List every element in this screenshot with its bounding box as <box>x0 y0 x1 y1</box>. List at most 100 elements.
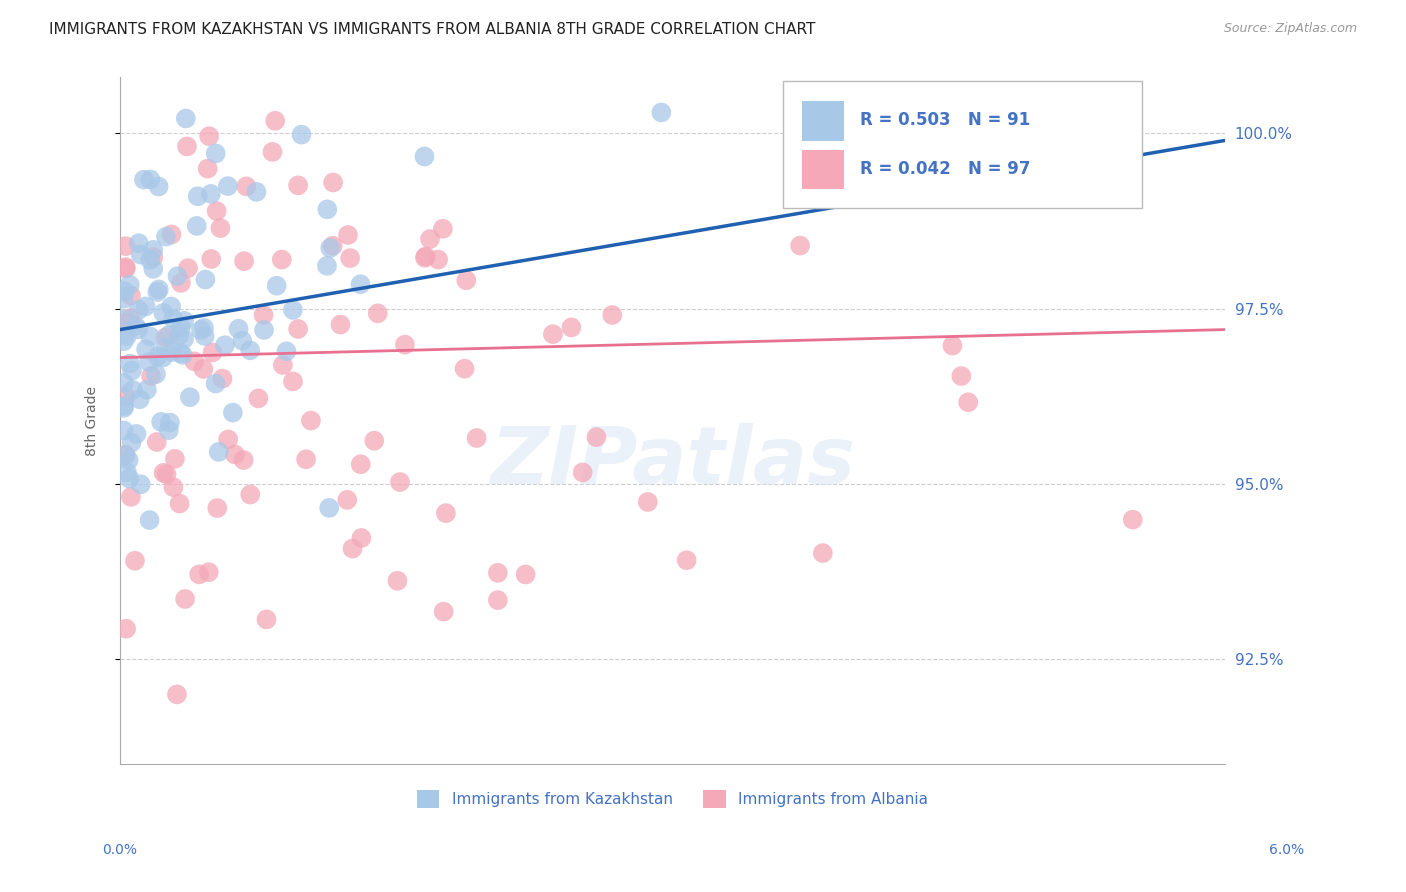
Point <box>115 466 138 480</box>
Point <box>811 546 834 560</box>
Point <box>155 330 177 344</box>
Point <box>322 238 344 252</box>
Point <box>166 269 188 284</box>
Point <box>290 128 312 142</box>
Point <box>129 247 152 261</box>
Point <box>128 236 150 251</box>
Point <box>114 448 136 462</box>
Point <box>281 302 304 317</box>
Point <box>204 146 226 161</box>
Point <box>413 149 436 163</box>
Point <box>152 466 174 480</box>
Point <box>118 453 141 467</box>
Point <box>600 308 623 322</box>
Point <box>350 531 373 545</box>
Point <box>114 285 136 299</box>
Point <box>139 369 162 384</box>
Point <box>389 475 412 489</box>
Point <box>316 259 339 273</box>
Point <box>252 308 274 322</box>
Point <box>200 186 222 201</box>
Point <box>120 288 142 302</box>
Point <box>179 390 201 404</box>
Point <box>173 314 195 328</box>
Point <box>186 219 208 233</box>
Y-axis label: 8th Grade: 8th Grade <box>86 385 100 456</box>
Point <box>135 343 157 357</box>
Point <box>172 348 194 362</box>
Point <box>270 252 292 267</box>
Point <box>152 306 174 320</box>
Point <box>162 312 184 326</box>
Point <box>146 285 169 299</box>
Point <box>515 567 537 582</box>
Point <box>465 431 488 445</box>
Point <box>124 554 146 568</box>
Point <box>222 406 245 420</box>
Point <box>190 323 212 337</box>
Point <box>114 261 136 276</box>
Point <box>194 329 217 343</box>
Point <box>337 227 360 242</box>
Point <box>262 145 284 159</box>
Point <box>193 321 215 335</box>
Point <box>121 364 143 378</box>
Legend: Immigrants from Kazakhstan, Immigrants from Albania: Immigrants from Kazakhstan, Immigrants f… <box>411 784 935 814</box>
Point <box>128 392 150 407</box>
Point <box>207 501 229 516</box>
Point <box>318 500 340 515</box>
Point <box>350 457 373 471</box>
Point <box>585 430 607 444</box>
Point <box>228 322 250 336</box>
Point <box>169 346 191 360</box>
Point <box>174 591 197 606</box>
Point <box>146 350 169 364</box>
Text: R = 0.042   N = 97: R = 0.042 N = 97 <box>860 160 1031 178</box>
Point <box>193 362 215 376</box>
Point <box>197 161 219 176</box>
Point <box>560 320 582 334</box>
Point <box>349 277 371 292</box>
Point <box>127 322 149 336</box>
Point <box>1122 513 1144 527</box>
Point <box>148 282 170 296</box>
Point <box>434 506 457 520</box>
Point <box>217 179 239 194</box>
Point <box>233 254 256 268</box>
Point <box>174 112 197 126</box>
Point <box>170 276 193 290</box>
Point <box>957 395 980 409</box>
Point <box>276 344 298 359</box>
Point <box>486 593 509 607</box>
Point <box>287 178 309 193</box>
Point <box>112 399 135 413</box>
Point <box>170 320 193 334</box>
Point <box>541 327 564 342</box>
Point <box>363 434 385 448</box>
Point <box>112 334 135 348</box>
Point <box>201 345 224 359</box>
Text: IMMIGRANTS FROM KAZAKHSTAN VS IMMIGRANTS FROM ALBANIA 8TH GRADE CORRELATION CHAR: IMMIGRANTS FROM KAZAKHSTAN VS IMMIGRANTS… <box>49 22 815 37</box>
FancyBboxPatch shape <box>783 81 1142 208</box>
Point <box>950 369 973 384</box>
Point <box>142 243 165 257</box>
Point <box>183 354 205 368</box>
Point <box>419 232 441 246</box>
Point <box>114 239 136 253</box>
Point <box>160 345 183 359</box>
Point <box>571 466 593 480</box>
Point <box>209 221 232 235</box>
Point <box>150 415 173 429</box>
Point <box>118 357 141 371</box>
Point <box>112 376 135 390</box>
Point <box>115 329 138 343</box>
Point <box>287 322 309 336</box>
Point <box>427 252 450 267</box>
Point <box>160 300 183 314</box>
Point <box>198 129 221 144</box>
Point <box>453 361 475 376</box>
Point <box>120 311 142 326</box>
Point <box>155 340 177 354</box>
Point <box>456 273 478 287</box>
Point <box>271 358 294 372</box>
